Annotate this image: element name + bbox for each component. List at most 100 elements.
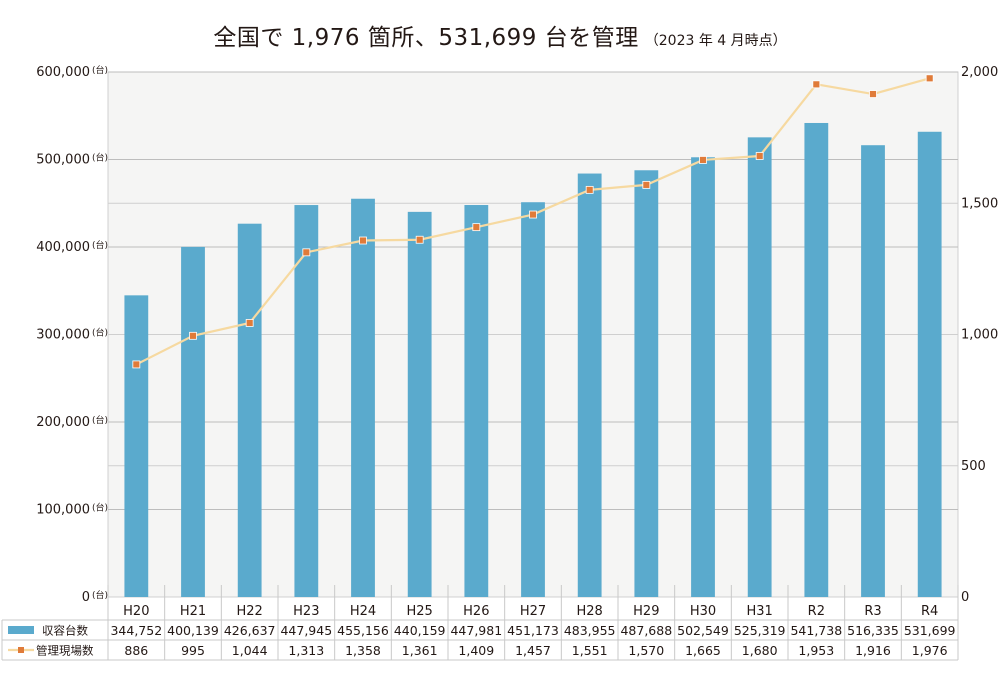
category-label: H29 [633,604,659,619]
category-label: H28 [577,604,603,619]
chart-subtitle: （2023 年 4 月時点） [644,33,787,49]
data-label-capacity: 483,955 [564,623,616,638]
data-label-capacity: 541,738 [790,623,842,638]
bar-H25 [407,211,432,597]
bar-H30 [691,157,715,597]
line-marker-H29 [642,180,651,189]
legend-key-marker [18,647,24,653]
line-marker-H21 [189,331,197,340]
bar-H20 [124,295,149,597]
category-label: H20 [123,604,149,619]
right-tick-label: 500 [961,459,986,474]
legend-label-capacity: 収容台数 [42,624,88,638]
left-tick-label: 400,000 [36,240,90,255]
line-marker-H20 [132,360,141,369]
line-marker-H25 [415,235,424,244]
category-label: H30 [690,604,716,619]
category-label: H24 [350,604,376,619]
left-tick-unit: (台) [92,152,108,164]
data-label-sites: 1,409 [458,643,494,658]
category-label: H23 [293,604,319,619]
data-label-sites: 1,457 [515,643,551,658]
chart-title-block: 全国で 1,976 箇所、531,699 台を管理 （2023 年 4 月時点） [0,18,1000,52]
legend-key-bar [8,626,34,634]
bar-H27 [521,202,545,597]
data-label-sites: 1,044 [232,643,268,658]
left-tick-unit: (台) [92,589,108,601]
left-tick-label: 600,000 [36,65,90,80]
line-marker-R2 [812,80,821,89]
line-marker-H26 [472,223,481,232]
data-label-capacity: 440,159 [394,623,446,638]
line-marker-R3 [869,90,877,98]
bar-H24 [351,198,375,597]
data-label-capacity: 487,688 [620,623,672,638]
right-tick-label: 2,000 [961,65,998,80]
left-tick-label: 0 [82,590,90,605]
data-label-sites: 1,313 [288,643,324,658]
category-label: H31 [747,604,773,619]
line-marker-H28 [585,185,594,194]
bar-H26 [464,205,489,597]
chart-title: 全国で 1,976 箇所、531,699 台を管理 [213,25,639,51]
right-tick-label: 1,500 [961,196,998,211]
right-tick-label: 1,000 [961,328,998,343]
data-label-sites: 1,570 [628,643,664,658]
line-marker-H30 [699,156,707,164]
data-label-sites: 1,916 [855,643,891,658]
data-label-capacity: 400,139 [167,623,219,638]
data-label-sites: 1,551 [572,643,608,658]
bar-R3 [861,145,885,597]
line-marker-H23 [302,248,311,257]
right-tick-label: 0 [961,590,969,605]
data-label-capacity: 447,945 [280,623,332,638]
left-tick-label: 200,000 [36,415,90,430]
category-label: R2 [808,604,825,619]
data-label-capacity: 344,752 [110,623,162,638]
data-label-capacity: 447,981 [450,623,502,638]
line-marker-H22 [245,319,254,327]
left-tick-unit: (台) [92,239,108,251]
line-marker-H24 [359,236,367,245]
category-label: R3 [864,604,881,619]
data-label-sites: 1,953 [798,643,834,658]
line-marker-R4 [925,74,934,83]
left-tick-label: 300,000 [36,328,90,343]
data-label-capacity: 531,699 [904,623,956,638]
data-label-capacity: 455,156 [337,623,389,638]
data-label-sites: 1,680 [742,643,778,658]
bar-H28 [577,173,602,597]
data-label-capacity: 426,637 [224,623,276,638]
data-label-sites: 1,358 [345,643,381,658]
data-label-sites: 995 [181,643,205,658]
category-label: R4 [921,604,938,619]
data-label-capacity: 451,173 [507,623,559,638]
bar-H21 [181,246,205,598]
left-tick-unit: (台) [92,502,108,514]
legend-label-sites: 管理現場数 [36,644,94,658]
data-label-sites: 1,665 [685,643,721,658]
category-label: H27 [520,604,546,619]
line-marker-H27 [529,210,537,219]
bar-H31 [747,137,772,597]
data-label-sites: 886 [124,643,148,658]
category-label: H25 [407,604,433,619]
bar-H29 [634,170,659,597]
data-label-capacity: 502,549 [677,623,729,638]
bar-H23 [294,205,319,597]
category-label: H26 [463,604,489,619]
data-label-capacity: 516,335 [847,623,899,638]
line-marker-H31 [755,152,764,160]
bar-H22 [237,223,262,597]
left-tick-unit: (台) [92,64,108,76]
bar-R2 [804,122,829,597]
data-label-sites: 1,361 [402,643,438,658]
category-label: H22 [237,604,263,619]
data-label-sites: 1,976 [912,643,948,658]
left-tick-unit: (台) [92,327,108,339]
category-label: H21 [180,604,206,619]
left-tick-label: 500,000 [36,153,90,168]
left-tick-label: 100,000 [36,503,90,518]
bar-R4 [917,131,942,598]
